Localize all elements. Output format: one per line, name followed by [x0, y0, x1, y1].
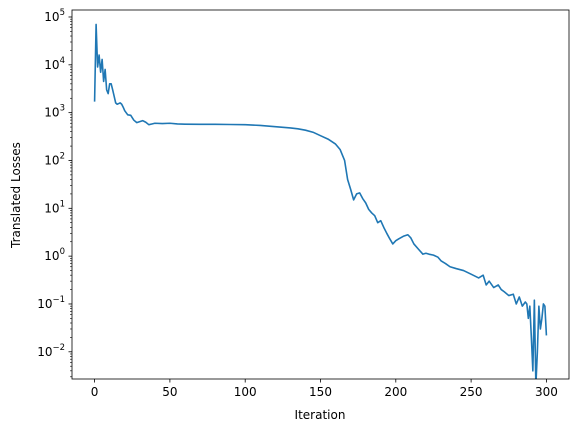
plot-frame	[71, 9, 570, 380]
x-tick-label: 150	[309, 385, 332, 399]
x-tick-label: 200	[384, 385, 407, 399]
y-tick-label: 100	[44, 247, 65, 263]
y-axis-label: Translated Losses	[9, 142, 23, 249]
x-tick-label: 100	[234, 385, 257, 399]
x-axis-label: Iteration	[295, 408, 346, 422]
series-line-0	[93, 23, 548, 379]
series-layer	[93, 23, 548, 379]
y-tick-label: 10−2	[37, 343, 65, 359]
tick-layer: 0 50 100 150 200 250 300 10−2 10−1 100 101 102 103 10…	[37, 8, 558, 399]
y-tick-label: 105	[44, 8, 65, 24]
x-tick-label: 50	[162, 385, 177, 399]
x-tick-label: 0	[91, 385, 99, 399]
x-tick-label: 250	[460, 385, 483, 399]
y-tick-label: 103	[44, 104, 65, 120]
y-tick-label: 104	[44, 56, 65, 72]
x-tick-label: 300	[535, 385, 558, 399]
y-tick-label: 101	[44, 199, 65, 215]
y-tick-label: 10−1	[37, 295, 65, 311]
y-tick-label: 102	[44, 151, 65, 167]
